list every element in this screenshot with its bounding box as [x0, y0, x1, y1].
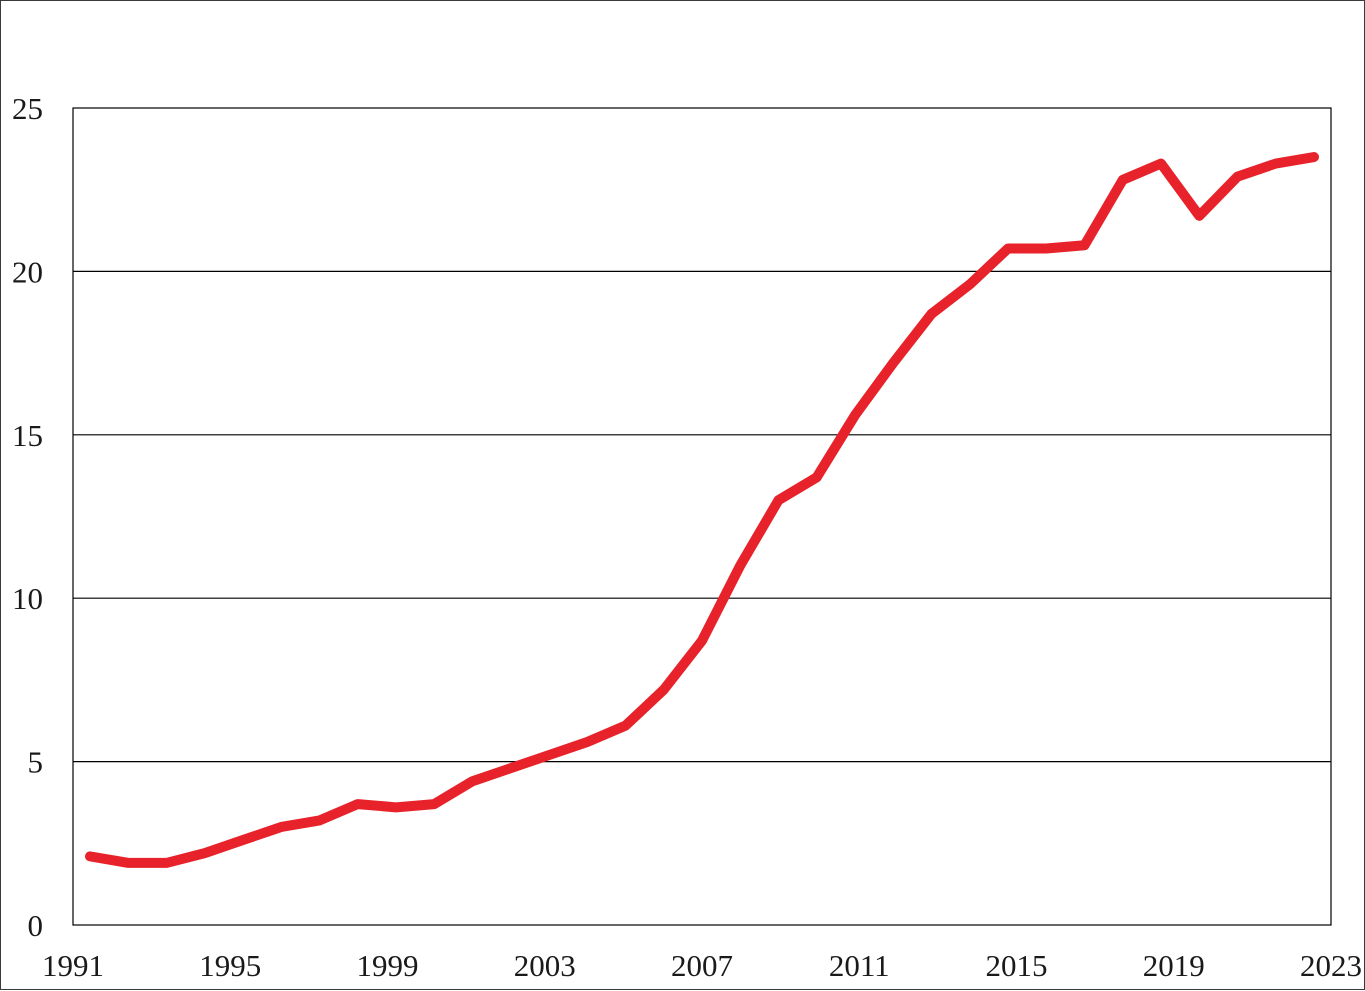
- y-tick-label: 10: [12, 581, 43, 616]
- x-tick-label: 2011: [829, 948, 890, 983]
- x-tick-label: 1995: [199, 948, 261, 983]
- x-axis-tick-labels: 1991 1995 1999 2003 2007 2011 2015 2019 2023: [42, 948, 1362, 983]
- y-tick-label: 20: [12, 254, 43, 289]
- x-tick-label: 1991: [42, 948, 104, 983]
- x-tick-label: 2003: [514, 948, 576, 983]
- y-tick-label: 15: [12, 418, 43, 453]
- x-tick-label: 2007: [671, 948, 733, 983]
- x-tick-label: 2023: [1300, 948, 1362, 983]
- y-tick-label: 25: [12, 91, 43, 126]
- y-tick-label: 0: [28, 908, 44, 943]
- plot-area: [72, 107, 1332, 926]
- y-tick-label: 5: [28, 745, 44, 780]
- x-tick-label: 1999: [357, 948, 419, 983]
- x-tick-label: 2019: [1143, 948, 1205, 983]
- series-layer: [85, 152, 1319, 868]
- y-axis-tick-labels: 0 5 10 15 20 25: [12, 91, 43, 943]
- grid-lines: [73, 270, 1331, 763]
- x-tick-label: 2015: [986, 948, 1048, 983]
- series-line: [85, 152, 1319, 868]
